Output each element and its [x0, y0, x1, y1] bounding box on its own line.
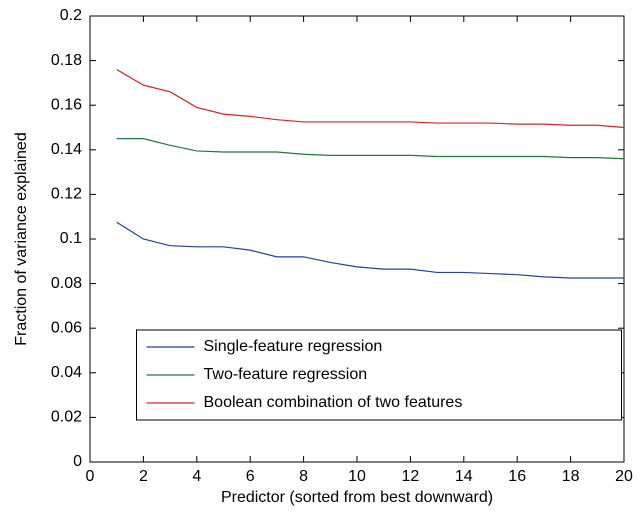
y-tick-label: 0.2 [60, 7, 82, 24]
y-axis-label: Fraction of variance explained [13, 132, 30, 345]
legend-box [136, 329, 622, 421]
legend: Single-feature regression Two-feature reg… [136, 329, 622, 421]
y-tick-label: 0.14 [51, 141, 82, 158]
legend-label: Single-feature regression [204, 338, 383, 355]
y-tick-label: 0.16 [51, 96, 82, 113]
legend-label: Boolean combination of two features [204, 394, 463, 411]
y-tick-label: 0.02 [51, 409, 82, 426]
y-tick-label: 0.04 [51, 364, 82, 381]
series-line [116, 138, 625, 160]
y-tick-label: 0.06 [51, 319, 82, 336]
x-tick-label: 0 [86, 468, 95, 485]
y-tick-label: 0.12 [51, 186, 82, 203]
x-tick-label: 10 [348, 468, 366, 485]
series-line [116, 221, 624, 279]
x-tick-label: 18 [562, 468, 580, 485]
x-tick-label: 4 [192, 468, 201, 485]
x-axis-label: Predictor (sorted from best downward) [221, 489, 493, 506]
series-line [116, 69, 625, 129]
y-tick-label: 0 [73, 453, 82, 470]
y-tick-label: 0.08 [51, 275, 82, 292]
x-tick-label: 2 [139, 468, 148, 485]
legend-label: Two-feature regression [204, 366, 368, 383]
x-tick-label: 16 [508, 468, 526, 485]
y-tick-label: 0.1 [60, 230, 82, 247]
x-tick-label: 20 [615, 468, 633, 485]
x-tick-label: 12 [402, 468, 420, 485]
y-tick-label: 0.18 [51, 52, 82, 69]
x-tick-label: 6 [246, 468, 255, 485]
x-tick-label: 14 [455, 468, 473, 485]
x-tick-label: 8 [299, 468, 308, 485]
